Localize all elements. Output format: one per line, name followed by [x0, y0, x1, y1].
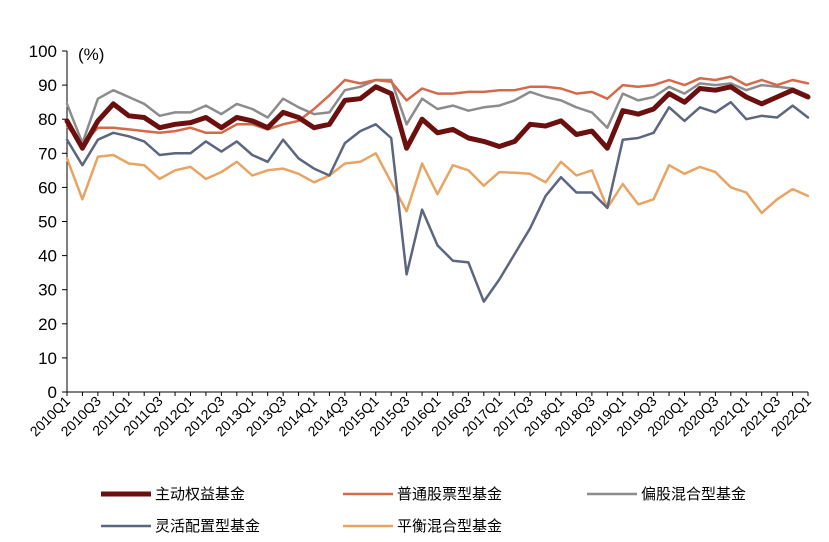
y-tick-label: 0	[48, 383, 57, 402]
y-tick-label: 40	[38, 247, 57, 266]
y-tick-label: 70	[38, 144, 57, 163]
y-tick-label: 50	[38, 213, 57, 232]
series-line-4	[65, 75, 810, 147]
y-tick-label: 100	[29, 42, 57, 61]
axes	[62, 50, 809, 396]
y-tick-label: 20	[38, 315, 57, 334]
y-tick-labels: 0 10 20 30 40 50 60 70 80 90 100	[29, 42, 57, 402]
legend-label: 偏股混合型基金	[641, 485, 746, 503]
x-tick-labels: 2010Q12010Q32011Q12011Q32012Q12012Q32013…	[27, 393, 815, 440]
legend-label: 普通股票型基金	[397, 485, 502, 503]
legend-label: 平衡混合型基金	[397, 517, 502, 535]
series-line-2	[65, 100, 810, 303]
legend-label: 主动权益基金	[155, 485, 245, 503]
series-line-1	[65, 152, 810, 215]
legend-label: 灵活配置型基金	[155, 517, 260, 535]
y-tick-label: 90	[38, 76, 57, 95]
series-lines	[64, 75, 811, 303]
series-line-5	[64, 84, 811, 151]
y-tick-label: 80	[38, 110, 57, 129]
y-tick-label: 30	[38, 281, 57, 300]
y-tick-label: 10	[38, 349, 57, 368]
y-tick-label: 60	[38, 178, 57, 197]
y-unit-label: (%)	[78, 45, 104, 64]
series-line-3	[65, 78, 810, 145]
